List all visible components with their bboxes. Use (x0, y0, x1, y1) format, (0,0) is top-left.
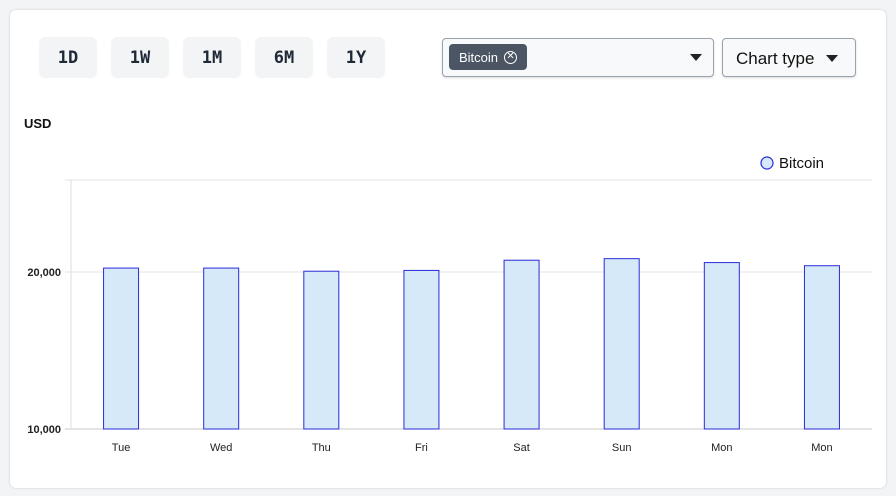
chart-card (10, 10, 886, 488)
chart-type-label: Chart type (736, 49, 815, 68)
chevron-down-icon (826, 55, 838, 62)
selected-asset-chip: Bitcoin ✕ (449, 44, 528, 70)
chip-label: Bitcoin (459, 49, 499, 65)
asset-select[interactable]: Bitcoin ✕ (442, 38, 714, 77)
range-1y-button[interactable]: 1Y (327, 37, 385, 78)
range-1w-button[interactable]: 1W (111, 37, 169, 78)
range-1m-button[interactable]: 1M (183, 37, 241, 78)
remove-chip-icon[interactable]: ✕ (504, 50, 518, 64)
chevron-down-icon[interactable] (690, 54, 702, 61)
range-1d-button[interactable]: 1D (39, 37, 97, 78)
chart-type-button[interactable]: Chart type (722, 38, 856, 77)
range-6m-button[interactable]: 6M (255, 37, 313, 78)
